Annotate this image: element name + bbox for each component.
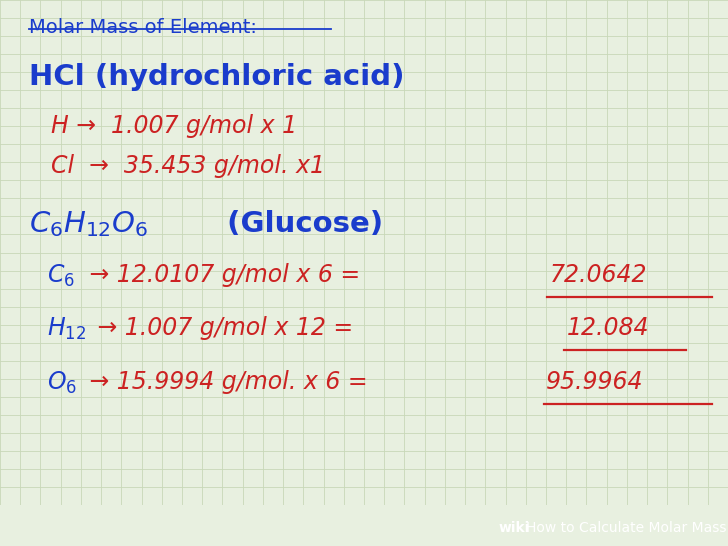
- Text: 12.084: 12.084: [566, 316, 649, 340]
- Text: 95.9964: 95.9964: [546, 370, 644, 394]
- Text: wiki: wiki: [499, 520, 530, 535]
- Text: HCl (hydrochloric acid): HCl (hydrochloric acid): [29, 63, 405, 91]
- Text: 72.0642: 72.0642: [550, 263, 647, 287]
- Text: Cl  →  35.453 g/mol. x1: Cl → 35.453 g/mol. x1: [51, 154, 325, 178]
- Text: → 12.0107 g/mol x 6 =: → 12.0107 g/mol x 6 =: [82, 263, 360, 287]
- Text: $C_{6}H_{12}O_{6}$: $C_{6}H_{12}O_{6}$: [29, 210, 149, 239]
- Text: (Glucose): (Glucose): [217, 210, 383, 238]
- Text: Molar Mass of Element:: Molar Mass of Element:: [29, 17, 257, 37]
- Text: $H_{12}$: $H_{12}$: [47, 316, 87, 342]
- Text: H →  1.007 g/mol x 1: H → 1.007 g/mol x 1: [51, 114, 297, 138]
- Text: $C_{6}$: $C_{6}$: [47, 263, 75, 289]
- Text: $O_{6}$: $O_{6}$: [47, 370, 77, 396]
- Text: How to Calculate Molar Mass: How to Calculate Molar Mass: [526, 520, 726, 535]
- Text: → 1.007 g/mol x 12 =: → 1.007 g/mol x 12 =: [90, 316, 360, 340]
- Text: → 15.9994 g/mol. x 6 =: → 15.9994 g/mol. x 6 =: [82, 370, 375, 394]
